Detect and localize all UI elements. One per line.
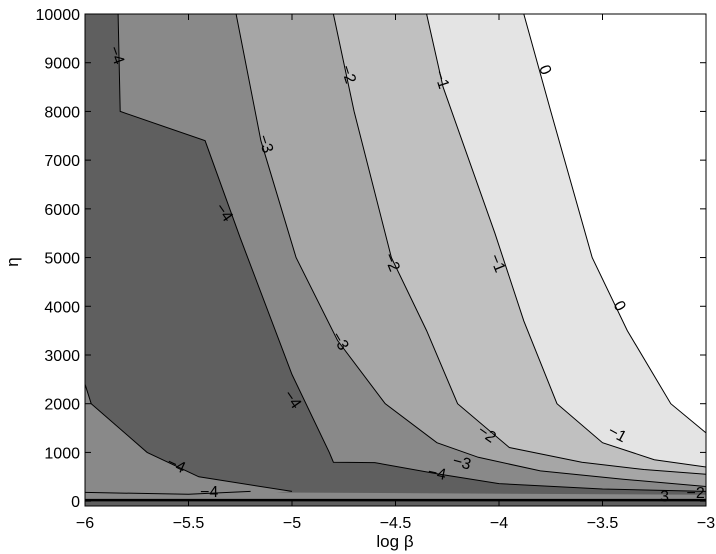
x-tick-label: −6 xyxy=(76,515,94,532)
x-tick-label: −5.5 xyxy=(173,515,205,532)
y-tick-label: 5000 xyxy=(44,251,80,268)
contour-lines xyxy=(85,14,706,502)
x-tick-label: −4.5 xyxy=(380,515,412,532)
contour-label: −2 xyxy=(380,251,403,274)
x-tick-label: −5 xyxy=(283,515,301,532)
y-tick-label: 9000 xyxy=(44,56,80,73)
contour-label: −3 xyxy=(254,133,276,156)
band-above-0 xyxy=(523,14,706,506)
x-axis-label: log β xyxy=(376,532,413,551)
contour-label: −4 xyxy=(164,454,188,477)
contour-label: −1 xyxy=(430,68,452,91)
contour-label: −3 xyxy=(328,329,352,353)
y-tick-label: 7000 xyxy=(44,153,80,170)
contour-line xyxy=(85,490,251,495)
y-tick-label: 4000 xyxy=(44,299,80,316)
y-tick-label: 10000 xyxy=(36,7,81,24)
y-tick-label: 3000 xyxy=(44,348,80,365)
x-tick-label: −3 xyxy=(697,515,715,532)
y-tick-label: 0 xyxy=(71,494,80,511)
contour-line xyxy=(332,14,706,475)
band-lower-left-lobe xyxy=(85,384,292,506)
contour-label: −1 xyxy=(486,252,509,275)
contour-line xyxy=(523,14,706,434)
y-tick-label: 2000 xyxy=(44,397,80,414)
contour-label: −4 xyxy=(200,484,218,501)
contour-label: 3 xyxy=(660,489,669,506)
contour-fills xyxy=(85,14,706,506)
contour-line xyxy=(117,14,706,492)
contour-label: −2 xyxy=(687,485,705,502)
contour-line xyxy=(235,14,706,487)
contour-label: −1 xyxy=(605,423,629,447)
y-axis: 0 1000 2000 3000 4000 5000 6000 7000 8000 9000 100… xyxy=(36,7,706,511)
contour-label: −4 xyxy=(105,44,127,67)
y-tick-label: 8000 xyxy=(44,104,80,121)
band-bottom-strip xyxy=(85,491,706,500)
x-tick-label: −3.5 xyxy=(587,515,619,532)
y-tick-label: 6000 xyxy=(44,202,80,219)
x-axis: −6 −5.5 −5 −4.5 −4 −3.5 −3 xyxy=(76,14,715,532)
contour-label: −2 xyxy=(337,63,359,86)
y-axis-label: η xyxy=(3,257,22,266)
y-tick-label: 1000 xyxy=(44,445,80,462)
contour-line xyxy=(426,14,706,468)
contour-label: −4 xyxy=(426,464,447,484)
contour-label: −3 xyxy=(451,453,473,474)
x-tick-label: −4 xyxy=(490,515,508,532)
contour-line xyxy=(85,384,293,492)
